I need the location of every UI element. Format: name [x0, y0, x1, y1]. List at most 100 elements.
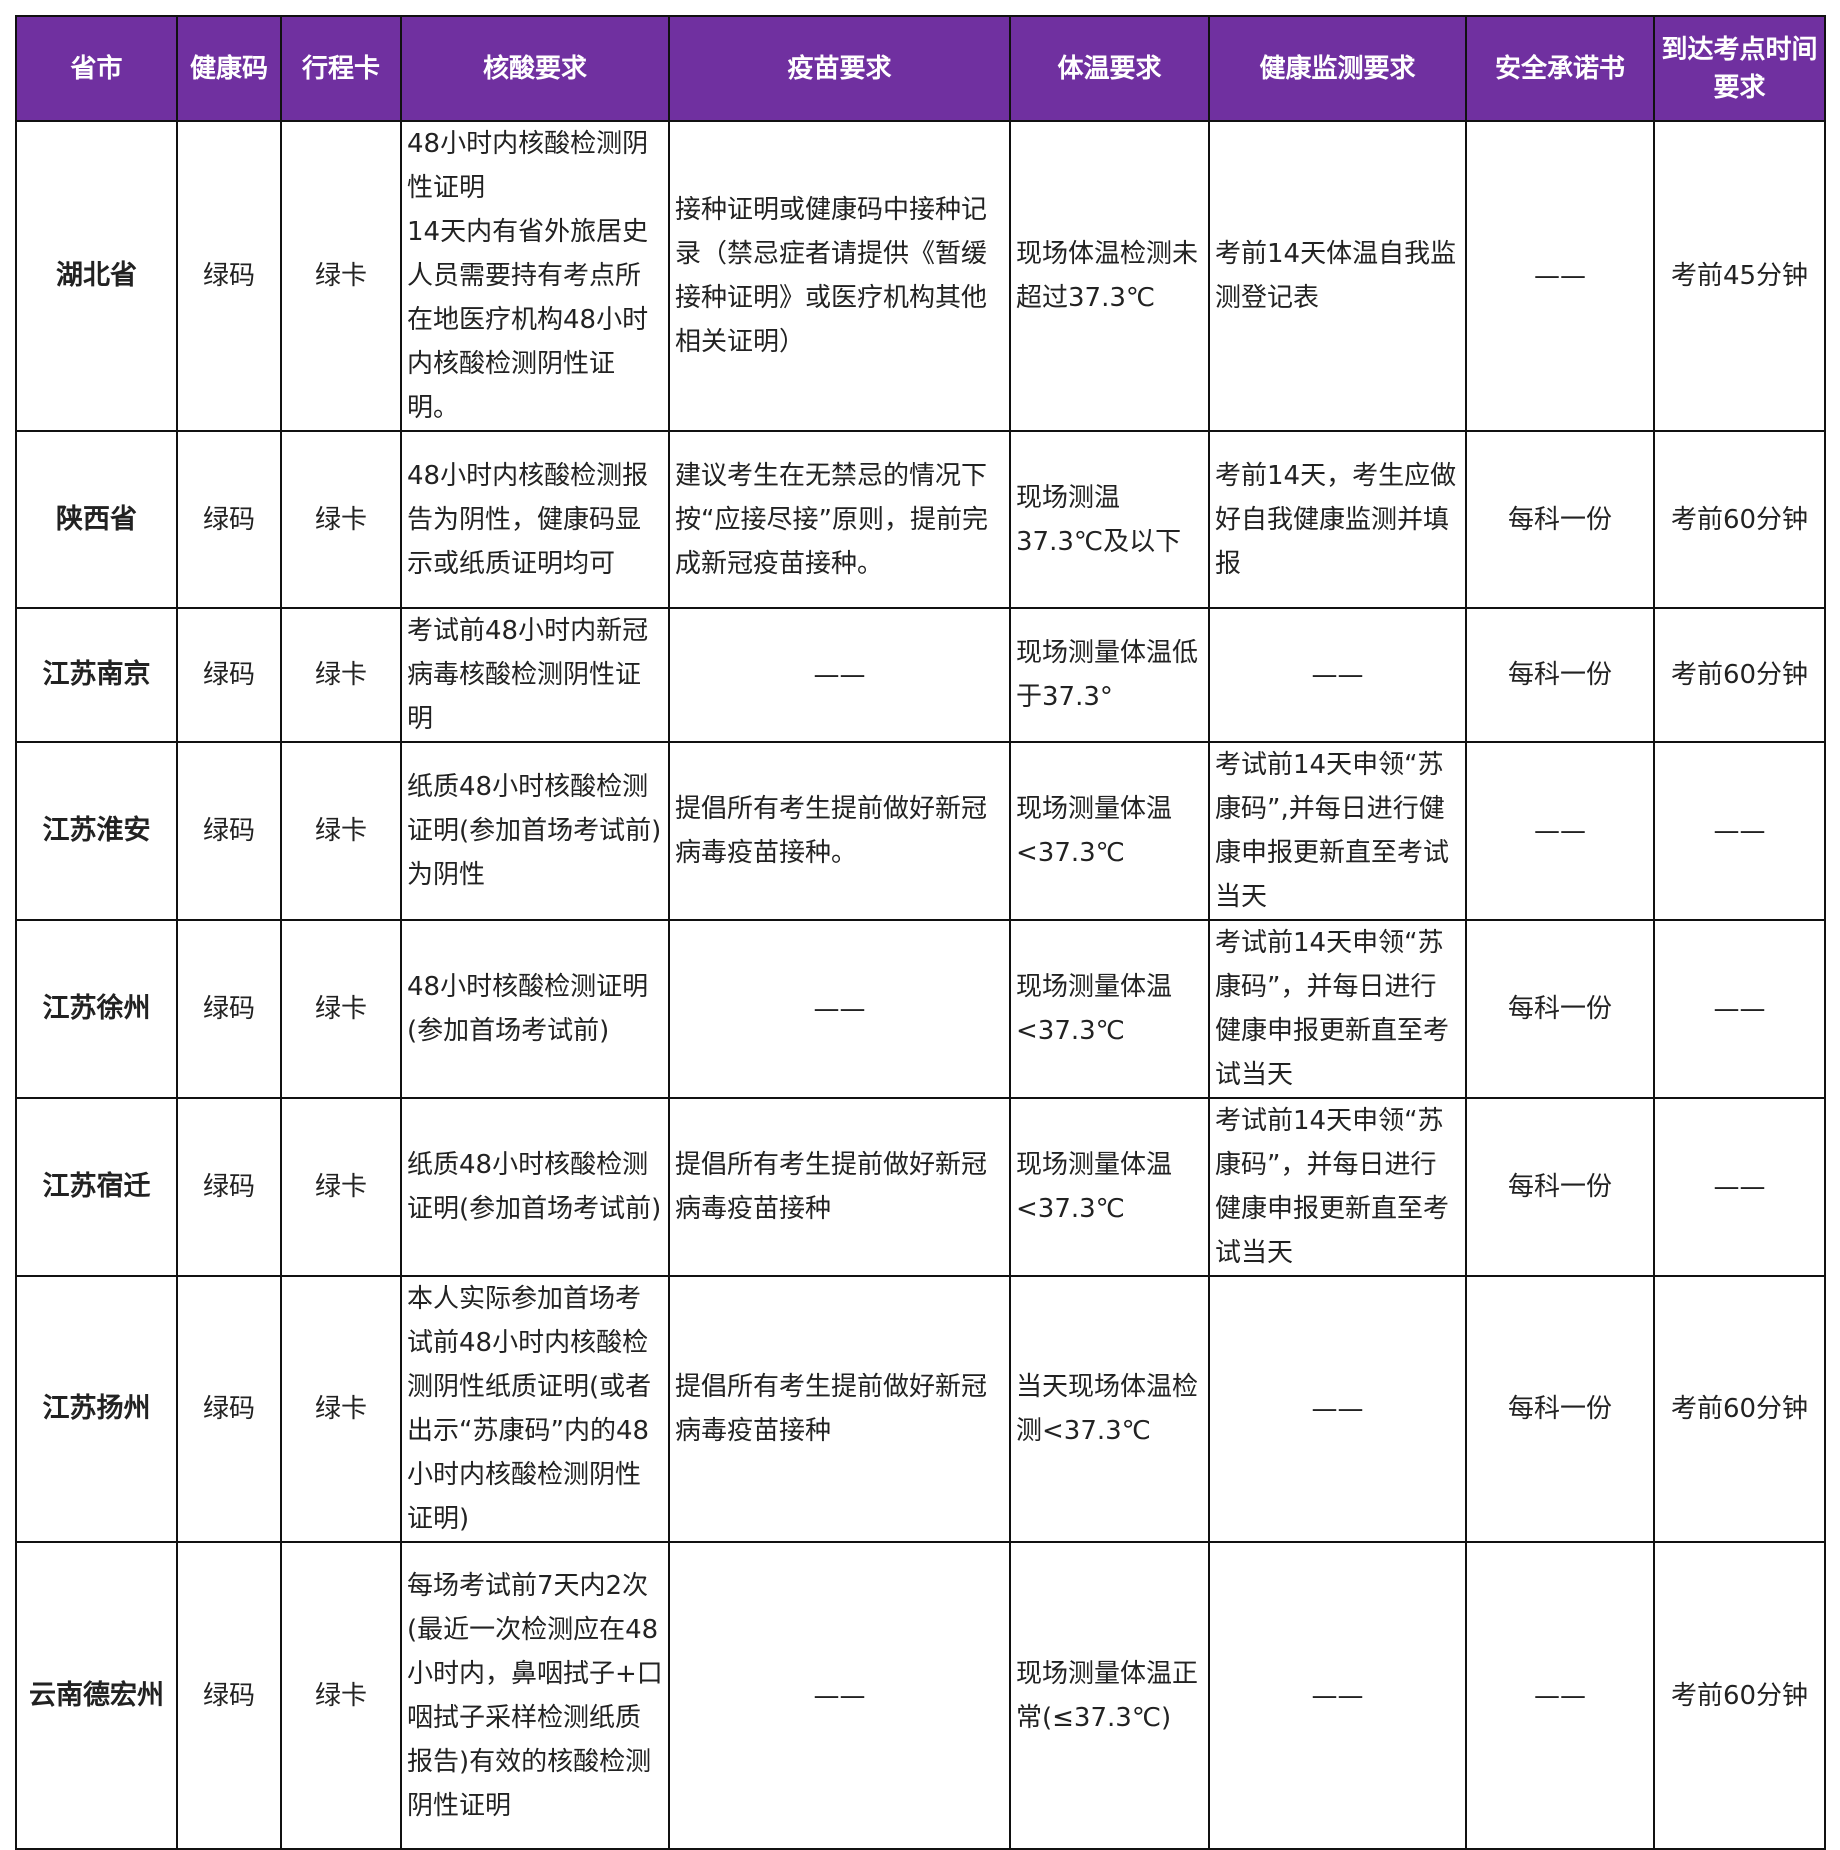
- cell-vaccine: 提倡所有考生提前做好新冠病毒疫苗接种: [668, 1097, 1011, 1277]
- cell-text: 考前14天体温自我监测登记表: [1215, 239, 1457, 313]
- cell-text: 每场考试前7天内2次(最近一次检测应在48小时内，鼻咽拭子+口咽拭子采样检测纸质…: [407, 1570, 663, 1821]
- cell-itinerary-card: 绿卡: [280, 919, 402, 1099]
- cell-province: 江苏南京: [15, 607, 178, 743]
- cell-text: 绿码: [202, 660, 255, 690]
- cell-health-monitoring: 考试前14天申领“苏康码”，并每日进行健康申报更新直至考试当天: [1208, 1097, 1467, 1277]
- cell-text: 考前60分钟: [1670, 1394, 1809, 1424]
- cell-nucleic-acid: 纸质48小时核酸检测证明(参加首场考试前): [400, 1097, 670, 1277]
- cell-province: 江苏徐州: [15, 919, 178, 1099]
- cell-itinerary-card: 绿卡: [280, 1097, 402, 1277]
- cell-text: 绿码: [202, 504, 255, 535]
- cell-text: 48小时内核酸检测阴性证明 14天内有省外旅居史人员需要持有考点所在地医疗机构4…: [407, 129, 649, 423]
- cell-text: 接种证明或健康码中接种记录（禁忌症者请提供《暂缓接种证明》或医疗机构其他相关证明…: [675, 195, 988, 357]
- table-row: 江苏宿迁 绿码 绿卡 纸质48小时核酸检测证明(参加首场考试前) 提倡所有考生提前做好新…: [15, 1097, 1826, 1277]
- requirements-table: 省市 健康码 行程卡 核酸要求 疫苗要求 体温要求 健康监测要求 安全承诺书 到达考点时间要求 …: [15, 15, 1826, 1850]
- header-health-code: 健康码: [176, 15, 282, 122]
- cell-text: 江苏宿迁: [42, 1171, 151, 1202]
- cell-arrival-time: 考前60分钟: [1653, 430, 1826, 609]
- cell-text: 绿卡: [314, 504, 367, 535]
- cell-text: 提倡所有考生提前做好新冠病毒疫苗接种。: [675, 794, 988, 868]
- cell-text: ——: [1534, 816, 1586, 846]
- cell-arrival-time: ——: [1653, 1097, 1826, 1277]
- cell-text: 绿卡: [314, 1394, 367, 1424]
- header-vaccine: 疫苗要求: [668, 15, 1011, 122]
- cell-text: ——: [1311, 1394, 1364, 1424]
- cell-province: 江苏宿迁: [15, 1097, 178, 1277]
- cell-health-monitoring: 考试前14天申领“苏康码”,并每日进行健康申报更新直至考试当天: [1208, 741, 1467, 921]
- cell-text: ——: [813, 660, 866, 690]
- cell-vaccine: 提倡所有考生提前做好新冠病毒疫苗接种。: [668, 741, 1011, 921]
- cell-text: ——: [1713, 1172, 1766, 1202]
- cell-itinerary-card: 绿卡: [280, 1541, 402, 1850]
- cell-text: 48小时内核酸检测报告为阴性，健康码显示或纸质证明均可: [407, 460, 649, 579]
- cell-text: 现场测量体温低于37.3°: [1016, 638, 1199, 712]
- cell-health-code: 绿码: [176, 919, 282, 1099]
- cell-itinerary-card: 绿卡: [280, 741, 402, 921]
- cell-health-monitoring: 考前14天体温自我监测登记表: [1208, 120, 1467, 432]
- cell-text: 考试前14天申领“苏康码”,并每日进行健康申报更新直至考试当天: [1215, 750, 1450, 912]
- cell-text: 绿卡: [314, 660, 367, 690]
- cell-temperature: 现场体温检测未超过37.3℃: [1009, 120, 1210, 432]
- cell-text: 48小时核酸检测证明(参加首场考试前): [407, 972, 649, 1046]
- table-row: 江苏淮安 绿码 绿卡 纸质48小时核酸检测证明(参加首场考试前)为阴性 提倡所有考生提前…: [15, 741, 1826, 921]
- cell-health-code: 绿码: [176, 120, 282, 432]
- cell-text: 绿码: [202, 261, 255, 291]
- header-nucleic-acid: 核酸要求: [400, 15, 670, 122]
- table-row: 江苏徐州 绿码 绿卡 48小时核酸检测证明(参加首场考试前) —— 现场测量体温<37.3…: [15, 919, 1826, 1099]
- cell-text: 现场测温37.3℃及以下: [1016, 482, 1182, 557]
- cell-itinerary-card: 绿卡: [280, 120, 402, 432]
- cell-text: 纸质48小时核酸检测证明(参加首场考试前)为阴性: [407, 772, 662, 890]
- cell-safety-pledge: 每科一份: [1465, 607, 1655, 743]
- header-itinerary-card: 行程卡: [280, 15, 402, 122]
- cell-text: 湖北省: [56, 260, 137, 291]
- cell-nucleic-acid: 考试前48小时内新冠病毒核酸检测阴性证明: [400, 607, 670, 743]
- cell-text: 考前14天，考生应做好自我健康监测并填报: [1215, 460, 1457, 579]
- cell-arrival-time: 考前60分钟: [1653, 1541, 1826, 1850]
- cell-text: 考试前14天申领“苏康码”，并每日进行健康申报更新直至考试当天: [1215, 1106, 1450, 1268]
- cell-temperature: 现场测量体温正常(≤37.3℃): [1009, 1541, 1210, 1850]
- cell-text: ——: [1311, 1680, 1364, 1711]
- cell-health-monitoring: ——: [1208, 1275, 1467, 1543]
- cell-text: 每科一份: [1507, 660, 1612, 690]
- header-province: 省市: [15, 15, 178, 122]
- cell-text: 绿卡: [314, 1172, 367, 1202]
- cell-safety-pledge: 每科一份: [1465, 1275, 1655, 1543]
- cell-text: ——: [1534, 261, 1586, 291]
- header-row: 省市 健康码 行程卡 核酸要求 疫苗要求 体温要求 健康监测要求 安全承诺书 到达考点时间要求: [15, 15, 1826, 122]
- cell-text: ——: [813, 1680, 866, 1711]
- cell-text: 绿码: [202, 816, 255, 846]
- cell-text: 每科一份: [1507, 994, 1612, 1024]
- cell-text: 江苏徐州: [42, 993, 151, 1024]
- cell-text: 绿卡: [314, 261, 367, 291]
- cell-safety-pledge: 每科一份: [1465, 1097, 1655, 1277]
- cell-text: 江苏淮安: [42, 815, 151, 846]
- cell-text: 现场测量体温<37.3℃: [1016, 794, 1173, 868]
- cell-itinerary-card: 绿卡: [280, 1275, 402, 1543]
- cell-text: 提倡所有考生提前做好新冠病毒疫苗接种: [675, 1372, 988, 1446]
- cell-nucleic-acid: 本人实际参加首场考试前48小时内核酸检测阴性纸质证明(或者出示“苏康码”内的48…: [400, 1275, 670, 1543]
- cell-text: ——: [1713, 816, 1766, 846]
- cell-province: 湖北省: [15, 120, 178, 432]
- cell-text: 江苏扬州: [42, 1393, 151, 1424]
- cell-text: 绿码: [202, 1394, 255, 1424]
- cell-text: ——: [1311, 660, 1364, 690]
- cell-text: 绿码: [202, 994, 255, 1024]
- cell-health-monitoring: ——: [1208, 607, 1467, 743]
- cell-text: 绿码: [202, 1680, 255, 1711]
- cell-arrival-time: ——: [1653, 919, 1826, 1099]
- cell-text: 考前60分钟: [1670, 660, 1809, 690]
- cell-text: ——: [1534, 1680, 1586, 1711]
- cell-safety-pledge: 每科一份: [1465, 430, 1655, 609]
- cell-text: 考前45分钟: [1670, 261, 1809, 291]
- cell-text: 考前60分钟: [1670, 504, 1809, 535]
- cell-nucleic-acid: 48小时内核酸检测报告为阴性，健康码显示或纸质证明均可: [400, 430, 670, 609]
- cell-safety-pledge: ——: [1465, 1541, 1655, 1850]
- cell-province: 江苏淮安: [15, 741, 178, 921]
- cell-nucleic-acid: 每场考试前7天内2次(最近一次检测应在48小时内，鼻咽拭子+口咽拭子采样检测纸质…: [400, 1541, 670, 1850]
- cell-vaccine: ——: [668, 1541, 1011, 1850]
- cell-vaccine: 接种证明或健康码中接种记录（禁忌症者请提供《暂缓接种证明》或医疗机构其他相关证明…: [668, 120, 1011, 432]
- header-arrival-time: 到达考点时间要求: [1653, 15, 1826, 122]
- table-row: 江苏南京 绿码 绿卡 考试前48小时内新冠病毒核酸检测阴性证明 —— 现场测量体温低于37…: [15, 607, 1826, 743]
- cell-text: 考试前14天申领“苏康码”，并每日进行健康申报更新直至考试当天: [1215, 928, 1450, 1090]
- cell-health-code: 绿码: [176, 1541, 282, 1850]
